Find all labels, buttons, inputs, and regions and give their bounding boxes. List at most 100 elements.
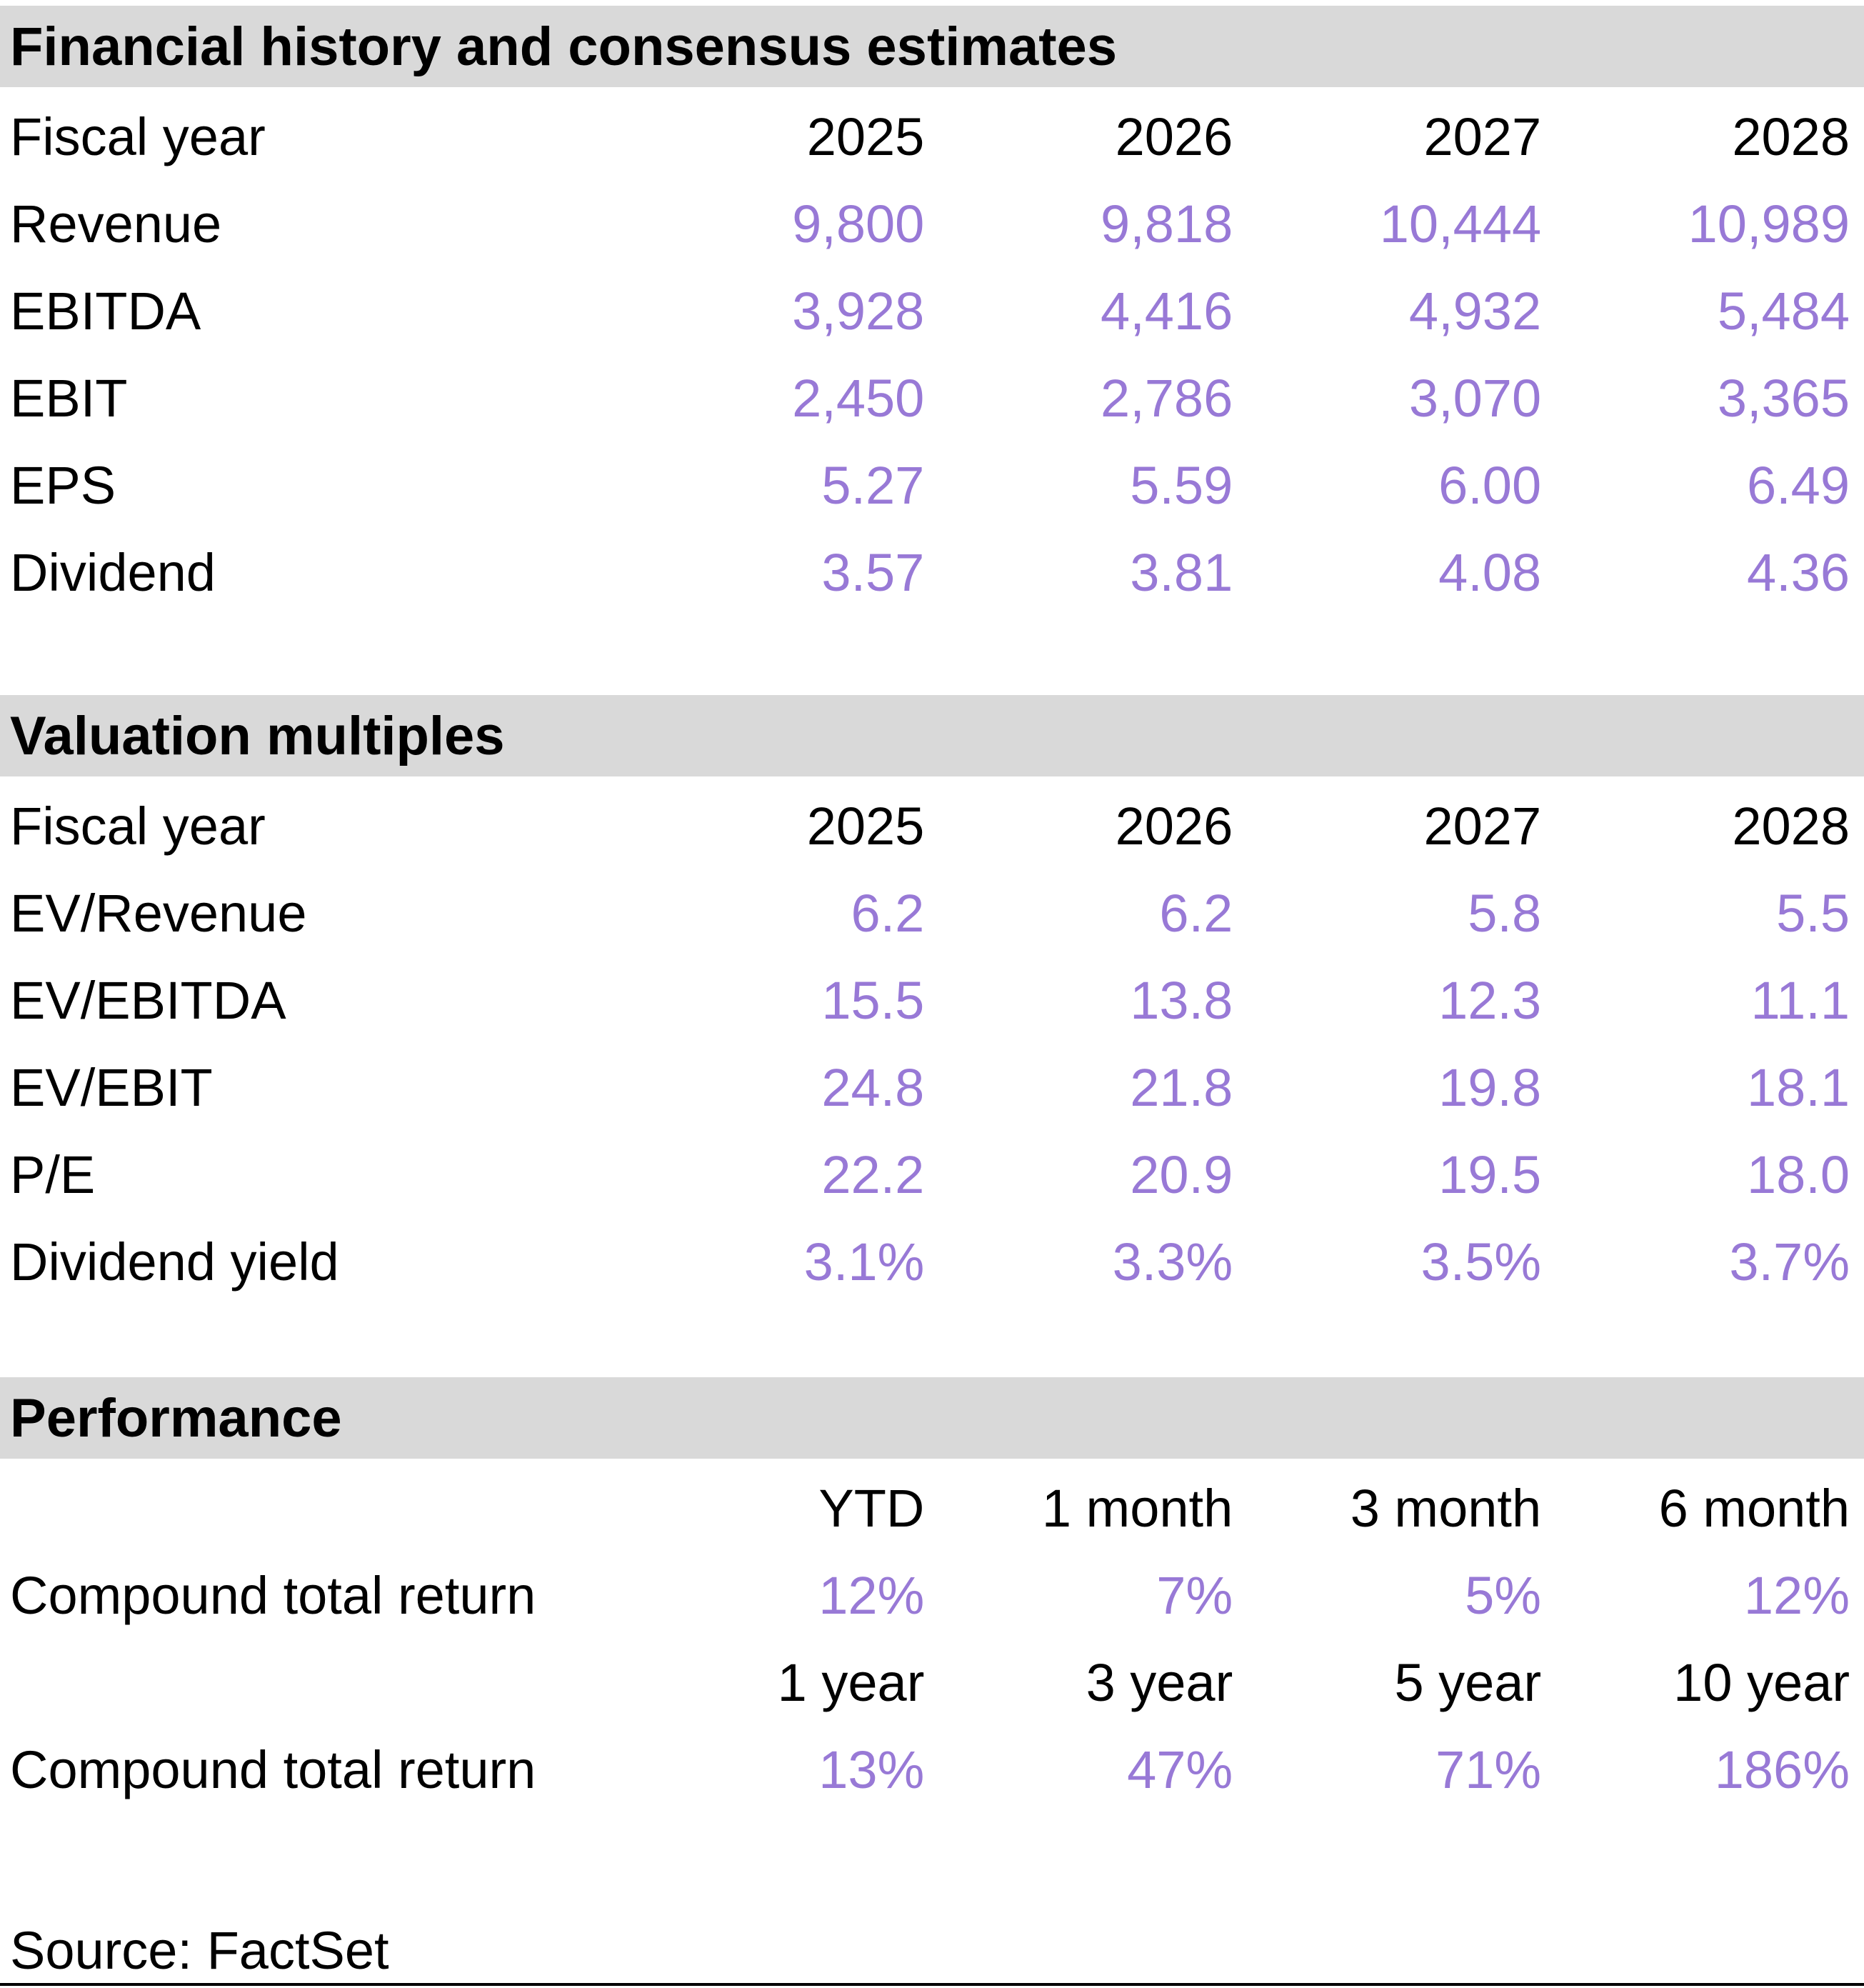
dividend-yield-2026: 3.3% xyxy=(1112,1232,1233,1292)
row-label: EV/Revenue xyxy=(10,883,307,943)
row-label: Dividend xyxy=(10,542,216,602)
row-ebitda: EBITDA 3,928 4,416 4,932 5,484 xyxy=(0,267,1850,354)
row-dividend: Dividend 3.57 3.81 4.08 4.36 xyxy=(0,529,1850,616)
section-header-performance: Performance xyxy=(0,1377,1864,1459)
row-label: EV/EBIT xyxy=(10,1057,213,1117)
year-header-2027: 2027 xyxy=(1423,106,1542,166)
fiscal-year-label: Fiscal year xyxy=(10,796,266,856)
year-header-2028: 2028 xyxy=(1732,796,1850,856)
row-label: EBIT xyxy=(10,368,128,428)
ebitda-2025: 3,928 xyxy=(792,281,925,341)
return-1-year: 13% xyxy=(818,1739,925,1799)
row-compound-total-return-long: Compound total return 13% 47% 71% 186% xyxy=(0,1726,1850,1813)
table-header-row-short-periods: YTD 1 month 3 month 6 month xyxy=(0,1464,1850,1552)
period-header-10-year: 10 year xyxy=(1673,1652,1850,1712)
return-6-month: 12% xyxy=(1743,1565,1850,1625)
row-label: EV/EBITDA xyxy=(10,970,286,1030)
section-header-valuation-multiples: Valuation multiples xyxy=(0,695,1864,776)
ev-ebit-2028: 18.1 xyxy=(1746,1057,1850,1117)
row-dividend-yield: Dividend yield 3.1% 3.3% 3.5% 3.7% xyxy=(0,1218,1850,1305)
row-label: Compound total return xyxy=(10,1739,536,1799)
return-1-month: 7% xyxy=(1156,1565,1233,1625)
pe-2025: 22.2 xyxy=(821,1144,925,1204)
section-financial-history: Financial history and consensus estimate… xyxy=(0,6,1864,616)
revenue-2025: 9,800 xyxy=(792,194,925,254)
section-performance: Performance YTD 1 month 3 month 6 month … xyxy=(0,1377,1864,1813)
return-5-year: 71% xyxy=(1435,1739,1542,1799)
financial-history-table: Fiscal year 2025 2026 2027 2028 Revenue … xyxy=(0,93,1850,616)
ebit-2027: 3,070 xyxy=(1408,368,1542,428)
row-eps: EPS 5.27 5.59 6.00 6.49 xyxy=(0,441,1850,529)
ev-revenue-2027: 5.8 xyxy=(1468,883,1542,943)
row-compound-total-return-short: Compound total return 12% 7% 5% 12% xyxy=(0,1552,1850,1639)
ev-revenue-2025: 6.2 xyxy=(851,883,925,943)
row-label: EPS xyxy=(10,455,116,515)
ev-ebitda-2025: 15.5 xyxy=(821,970,925,1030)
row-revenue: Revenue 9,800 9,818 10,444 10,989 xyxy=(0,180,1850,267)
row-label: Compound total return xyxy=(10,1565,536,1625)
fiscal-year-label: Fiscal year xyxy=(10,106,266,166)
performance-table: YTD 1 month 3 month 6 month Compound tot… xyxy=(0,1464,1850,1813)
return-10-year: 186% xyxy=(1714,1739,1850,1799)
ebitda-2027: 4,932 xyxy=(1408,281,1542,341)
period-header-6-month: 6 month xyxy=(1658,1478,1850,1538)
revenue-2028: 10,989 xyxy=(1688,194,1850,254)
table-header-row-long-periods: 1 year 3 year 5 year 10 year xyxy=(0,1639,1850,1726)
ebitda-2026: 4,416 xyxy=(1101,281,1233,341)
valuation-multiples-table: Fiscal year 2025 2026 2027 2028 EV/Reven… xyxy=(0,782,1850,1305)
revenue-2027: 10,444 xyxy=(1379,194,1542,254)
ev-ebit-2025: 24.8 xyxy=(821,1057,925,1117)
pe-2027: 19.5 xyxy=(1438,1144,1542,1204)
ev-ebitda-2026: 13.8 xyxy=(1130,970,1233,1030)
pe-2028: 18.0 xyxy=(1746,1144,1850,1204)
section-header-financial-history: Financial history and consensus estimate… xyxy=(0,6,1864,87)
eps-2025: 5.27 xyxy=(821,455,925,515)
financial-summary-page: Financial history and consensus estimate… xyxy=(0,6,1864,1988)
eps-2026: 5.59 xyxy=(1130,455,1233,515)
year-header-2025: 2025 xyxy=(806,796,925,856)
year-header-2027: 2027 xyxy=(1423,796,1542,856)
revenue-2026: 9,818 xyxy=(1101,194,1233,254)
period-header-ytd: YTD xyxy=(818,1478,925,1538)
dividend-2028: 4.36 xyxy=(1746,542,1850,602)
ebit-2025: 2,450 xyxy=(792,368,925,428)
source-note: Source: FactSet xyxy=(10,1921,389,1980)
row-label: EBITDA xyxy=(10,281,201,341)
period-header-1-month: 1 month xyxy=(1041,1478,1233,1538)
period-header-3-year: 3 year xyxy=(1086,1652,1233,1712)
ev-ebitda-2027: 12.3 xyxy=(1438,970,1542,1030)
pe-2026: 20.9 xyxy=(1130,1144,1233,1204)
section-title: Performance xyxy=(10,1387,342,1449)
return-3-month: 5% xyxy=(1465,1565,1542,1625)
dividend-yield-2025: 3.1% xyxy=(803,1232,925,1292)
year-header-2028: 2028 xyxy=(1732,106,1850,166)
period-header-3-month: 3 month xyxy=(1350,1478,1542,1538)
period-header-5-year: 5 year xyxy=(1394,1652,1542,1712)
ev-revenue-2026: 6.2 xyxy=(1159,883,1233,943)
ev-ebit-2026: 21.8 xyxy=(1130,1057,1233,1117)
bottom-divider-line xyxy=(0,1983,1864,1986)
table-header-row: Fiscal year 2025 2026 2027 2028 xyxy=(0,782,1850,869)
section-title: Financial history and consensus estimate… xyxy=(10,16,1118,77)
return-ytd: 12% xyxy=(818,1565,925,1625)
dividend-2026: 3.81 xyxy=(1130,542,1233,602)
dividend-2025: 3.57 xyxy=(821,542,925,602)
row-ev-ebit: EV/EBIT 24.8 21.8 19.8 18.1 xyxy=(0,1044,1850,1131)
dividend-yield-2027: 3.5% xyxy=(1420,1232,1542,1292)
year-header-2026: 2026 xyxy=(1115,106,1233,166)
ev-revenue-2028: 5.5 xyxy=(1776,883,1850,943)
section-title: Valuation multiples xyxy=(10,705,505,766)
row-ebit: EBIT 2,450 2,786 3,070 3,365 xyxy=(0,354,1850,441)
return-3-year: 47% xyxy=(1127,1739,1233,1799)
dividend-2027: 4.08 xyxy=(1438,542,1542,602)
row-pe: P/E 22.2 20.9 19.5 18.0 xyxy=(0,1131,1850,1218)
dividend-yield-2028: 3.7% xyxy=(1729,1232,1850,1292)
row-ev-ebitda: EV/EBITDA 15.5 13.8 12.3 11.1 xyxy=(0,956,1850,1044)
section-valuation-multiples: Valuation multiples Fiscal year 2025 202… xyxy=(0,695,1864,1305)
table-header-row: Fiscal year 2025 2026 2027 2028 xyxy=(0,93,1850,180)
ev-ebitda-2028: 11.1 xyxy=(1750,970,1850,1030)
year-header-2026: 2026 xyxy=(1115,796,1233,856)
ev-ebit-2027: 19.8 xyxy=(1438,1057,1542,1117)
year-header-2025: 2025 xyxy=(806,106,925,166)
eps-2027: 6.00 xyxy=(1438,455,1542,515)
